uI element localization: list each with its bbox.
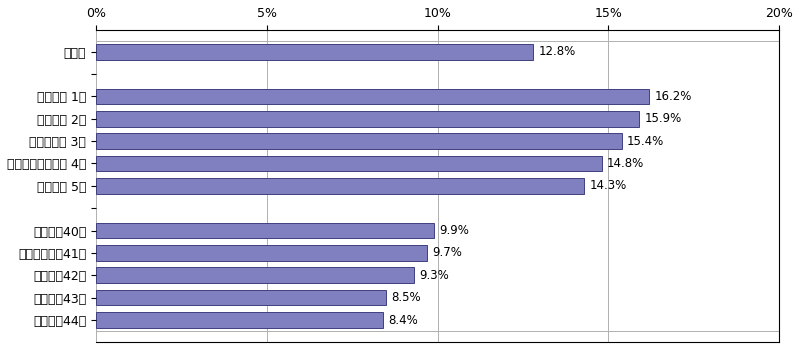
Bar	[96, 111, 639, 127]
Bar	[96, 312, 383, 328]
Bar	[96, 267, 414, 283]
Bar	[96, 156, 602, 171]
Bar	[96, 223, 434, 238]
Text: 9.7%: 9.7%	[433, 246, 462, 259]
Bar	[96, 44, 534, 60]
Text: 14.8%: 14.8%	[606, 157, 644, 170]
Text: 12.8%: 12.8%	[538, 45, 575, 58]
Text: 14.3%: 14.3%	[590, 179, 627, 192]
Bar	[96, 178, 585, 194]
Text: 9.9%: 9.9%	[439, 224, 469, 237]
Text: 15.9%: 15.9%	[644, 112, 682, 125]
Bar	[96, 89, 650, 104]
Text: 8.5%: 8.5%	[391, 291, 421, 304]
Bar	[96, 290, 386, 305]
Bar	[96, 245, 427, 261]
Text: 8.4%: 8.4%	[388, 313, 418, 327]
Bar	[96, 133, 622, 149]
Text: 9.3%: 9.3%	[418, 269, 449, 282]
Text: 15.4%: 15.4%	[627, 135, 664, 148]
Text: 16.2%: 16.2%	[654, 90, 692, 103]
